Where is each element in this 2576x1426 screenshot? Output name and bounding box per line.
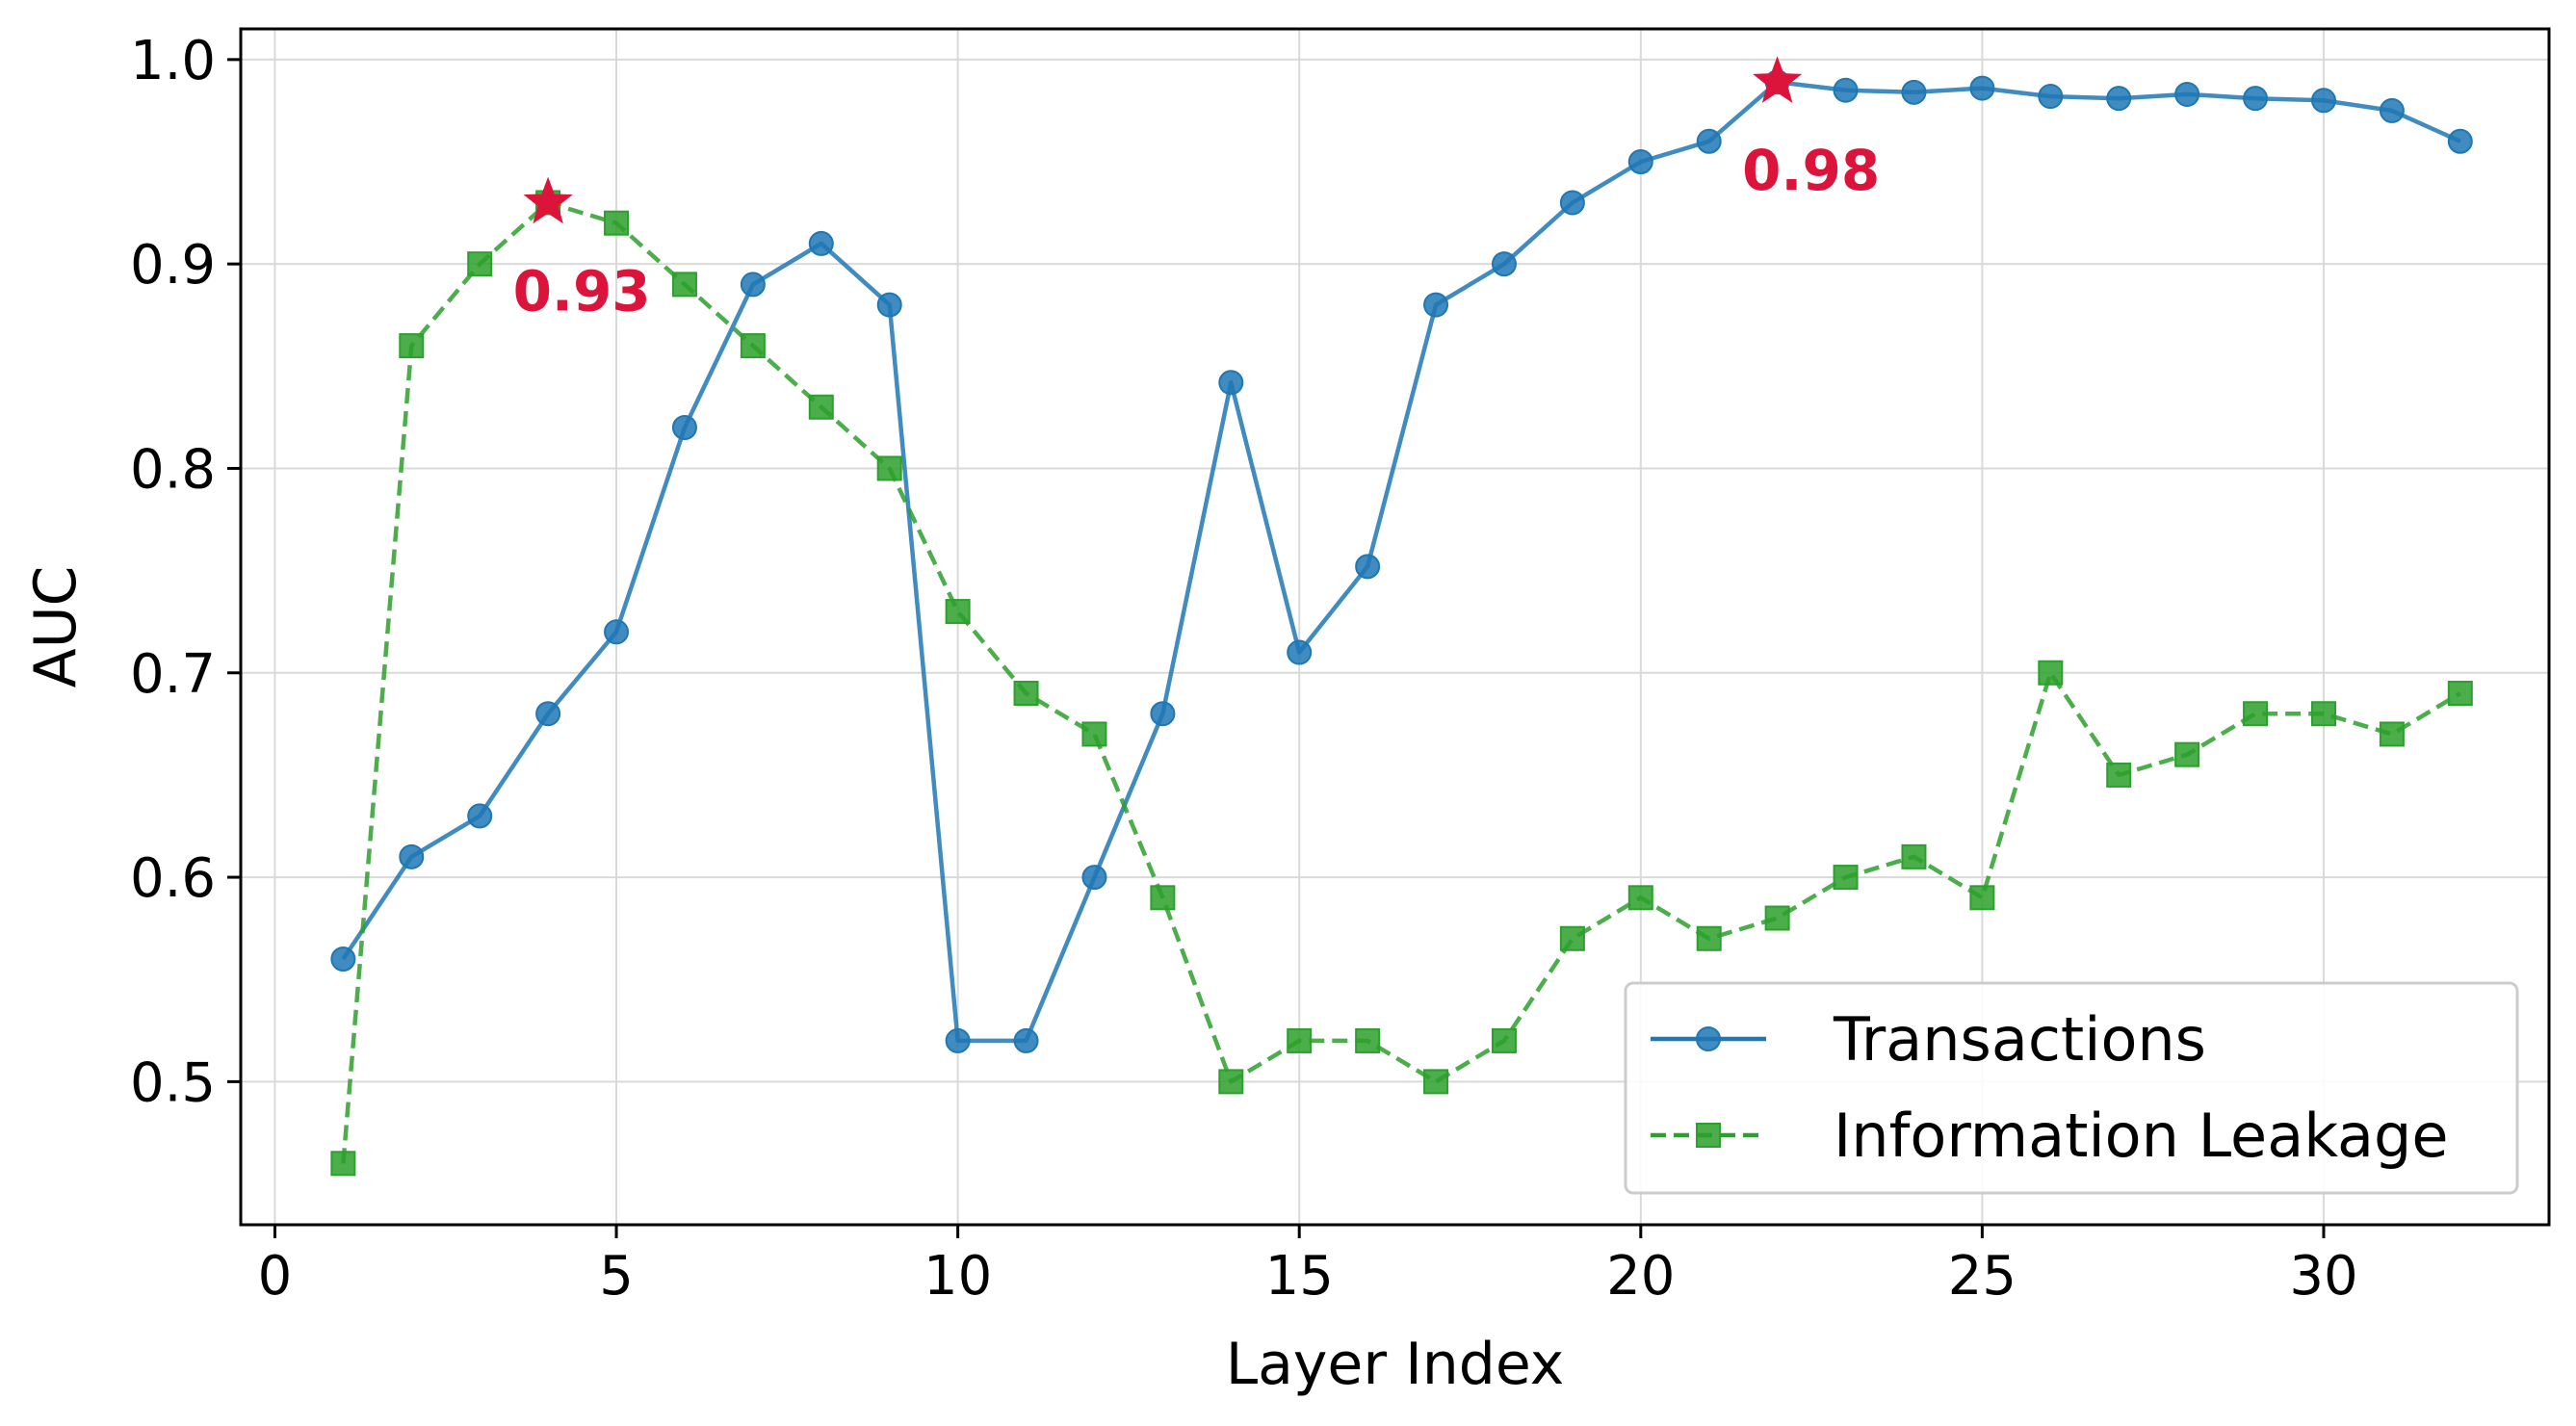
data-point-transactions (2310, 88, 2336, 114)
legend-marker-information-leakage (1696, 1123, 1721, 1148)
data-point-transactions (330, 946, 356, 972)
peak-star-marker (523, 176, 573, 224)
peak-star-marker (1753, 56, 1803, 103)
x-tick-label: 10 (924, 1245, 992, 1308)
data-point-transactions (740, 272, 766, 298)
data-point-transactions (1833, 77, 1859, 103)
y-tick-label: 0.6 (130, 847, 216, 910)
data-point-information-leakage (604, 210, 630, 236)
data-point-information-leakage (1764, 905, 1790, 931)
data-point-information-leakage (1150, 885, 1176, 911)
data-point-information-leakage (1287, 1027, 1313, 1053)
y-tick-label: 0.5 (130, 1051, 216, 1114)
data-point-information-leakage (330, 1151, 356, 1177)
data-point-transactions (2243, 86, 2269, 112)
series-line-information-leakage (341, 200, 2461, 1164)
x-tick-label: 30 (2289, 1245, 2357, 1308)
grid (241, 29, 2549, 1225)
data-point-information-leakage (1013, 681, 1039, 706)
x-tick-label: 20 (1606, 1245, 1675, 1308)
data-point-transactions (945, 1027, 971, 1053)
plot-frame (239, 27, 2551, 1227)
data-point-information-leakage (1559, 925, 1585, 951)
data-point-transactions (1423, 292, 1449, 318)
series-transactions (330, 69, 2473, 1053)
x-tick-label: 15 (1265, 1245, 1334, 1308)
data-point-transactions (2447, 128, 2473, 154)
data-point-information-leakage (945, 599, 971, 625)
data-point-transactions (1901, 79, 1927, 105)
peak-value-label: 0.93 (513, 258, 651, 324)
y-axis-title: AUC (22, 566, 90, 688)
legend-box (1624, 981, 2519, 1195)
data-point-information-leakage (1969, 885, 1995, 911)
data-point-transactions (2038, 84, 2064, 110)
data-point-transactions (1150, 701, 1176, 727)
data-point-transactions (2174, 81, 2200, 107)
peak-value-label: 0.98 (1742, 138, 1880, 203)
data-point-information-leakage (1355, 1027, 1381, 1053)
data-point-information-leakage (1627, 885, 1653, 911)
data-point-information-leakage (2379, 721, 2405, 747)
data-point-information-leakage (1696, 925, 1722, 951)
data-point-transactions (1218, 370, 1244, 396)
data-point-transactions (1696, 128, 1722, 154)
data-point-information-leakage (1901, 843, 1927, 869)
data-point-transactions (1969, 75, 1995, 101)
data-point-transactions (1287, 639, 1313, 665)
data-point-information-leakage (467, 251, 493, 277)
data-point-information-leakage (1218, 1069, 1244, 1095)
data-point-transactions (399, 843, 425, 869)
data-point-transactions (1081, 865, 1107, 891)
data-point-information-leakage (671, 272, 697, 298)
ticks: 0 5 10 15 20 25 30 0.5 0.6 0.7 0.8 0.9 1.0 (130, 30, 2358, 1308)
series-information-leakage (330, 190, 2473, 1177)
x-tick-label: 5 (599, 1245, 634, 1308)
data-point-transactions (2106, 86, 2132, 112)
x-axis-title: Layer Index (1226, 1331, 1565, 1398)
x-tick-label: 25 (1948, 1245, 2017, 1308)
data-point-transactions (535, 701, 561, 727)
data-point-information-leakage (399, 333, 425, 359)
data-point-transactions (1355, 554, 1381, 580)
data-point-information-leakage (2447, 681, 2473, 706)
data-point-transactions (1559, 190, 1585, 216)
data-point-transactions (1013, 1027, 1039, 1053)
series-layer (330, 69, 2473, 1177)
data-point-transactions (604, 619, 630, 645)
data-point-transactions (808, 230, 834, 256)
data-point-information-leakage (1491, 1027, 1517, 1053)
y-tick-label: 0.7 (130, 643, 216, 706)
legend-label-information-leakage: Information Leakage (1834, 1101, 2449, 1171)
legend-label-transactions: Transactions (1833, 1004, 2206, 1075)
legend-marker-transactions (1696, 1026, 1721, 1051)
data-point-information-leakage (2038, 660, 2064, 686)
data-point-information-leakage (2106, 762, 2132, 788)
data-point-information-leakage (1423, 1069, 1449, 1095)
data-point-transactions (1627, 149, 1653, 174)
annotation-layer: 0.93 0.98 (513, 56, 1880, 324)
data-point-transactions (2379, 97, 2405, 123)
legend: Transactions Information Leakage (1624, 981, 2519, 1195)
data-point-transactions (1491, 251, 1517, 277)
data-point-transactions (876, 292, 902, 318)
data-point-information-leakage (1081, 721, 1107, 747)
data-point-information-leakage (2310, 701, 2336, 727)
data-point-information-leakage (876, 455, 902, 481)
data-point-information-leakage (2243, 701, 2269, 727)
data-point-transactions (467, 803, 493, 829)
y-tick-label: 0.9 (130, 234, 216, 297)
data-point-information-leakage (2174, 741, 2200, 767)
x-tick-label: 0 (258, 1245, 293, 1308)
data-point-information-leakage (808, 394, 834, 420)
y-tick-label: 0.8 (130, 438, 216, 501)
data-point-information-leakage (740, 333, 766, 359)
data-point-information-leakage (1833, 865, 1859, 891)
y-tick-label: 1.0 (130, 30, 216, 92)
data-point-transactions (671, 415, 697, 440)
